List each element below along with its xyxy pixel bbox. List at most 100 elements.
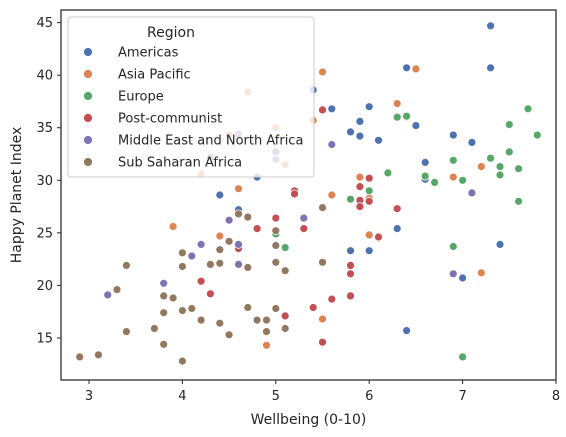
point-series-0-0: [486, 21, 496, 31]
point-series-5-17: [159, 291, 169, 301]
legend-items: Americas Asia Pacific Europe Post-communist…: [83, 46, 303, 171]
legend-title: Region: [147, 25, 195, 41]
point-series-4-6: [299, 213, 309, 223]
point-series-0-22: [346, 246, 355, 256]
point-series-5-29: [280, 324, 290, 333]
point-series-0-8: [411, 121, 421, 130]
point-series-0-13: [467, 137, 477, 147]
point-series-5-32: [224, 330, 234, 340]
point-series-1-1: [411, 64, 421, 74]
point-series-0-11: [355, 131, 365, 141]
point-series-5-6: [177, 248, 187, 258]
point-series-3-4: [290, 189, 299, 199]
legend-label-5: Sub Saharan Africa: [118, 156, 242, 171]
x-tick-label: 3: [85, 389, 93, 404]
point-series-5-13: [177, 262, 187, 271]
y-tick-label: 35: [36, 121, 53, 136]
point-series-5-5: [271, 241, 281, 250]
point-series-2-7: [448, 155, 458, 165]
legend-marker-0: [83, 47, 93, 57]
point-series-0-20: [392, 224, 402, 234]
y-axis-label: Happy Planet Index: [9, 127, 25, 264]
point-series-5-14: [243, 263, 253, 272]
point-series-5-27: [215, 318, 225, 328]
point-series-1-14: [327, 190, 337, 200]
point-series-0-1: [486, 63, 496, 73]
y-tick-label: 25: [36, 226, 53, 241]
point-series-3-21: [280, 311, 290, 321]
point-series-5-11: [318, 257, 327, 267]
point-series-3-15: [346, 269, 355, 279]
legend-box: [67, 16, 315, 178]
legend-marker-2: [83, 91, 93, 101]
point-series-2-14: [430, 177, 440, 187]
point-series-0-10: [448, 130, 458, 140]
point-series-5-20: [177, 306, 187, 316]
point-series-0-5: [327, 104, 337, 114]
point-series-3-7: [355, 202, 365, 212]
x-tick-label: 8: [552, 389, 560, 404]
point-series-1-21: [318, 314, 327, 324]
point-series-5-30: [122, 327, 131, 337]
point-series-5-4: [224, 236, 234, 246]
point-series-4-9: [187, 251, 197, 261]
point-series-5-22: [243, 303, 253, 312]
point-series-5-9: [215, 258, 225, 268]
point-series-1-3: [392, 99, 402, 108]
point-series-5-1: [234, 209, 243, 219]
point-series-3-17: [205, 289, 215, 299]
point-series-5-24: [196, 315, 206, 325]
legend: Region Americas Asia Pacific Europe Post-co…: [67, 16, 315, 178]
point-series-5-19: [187, 304, 197, 313]
point-series-2-20: [448, 242, 458, 251]
x-tick-label: 7: [458, 389, 466, 404]
point-series-1-0: [318, 67, 327, 77]
y-tick-label: 20: [36, 279, 53, 294]
point-series-2-1: [402, 111, 412, 121]
point-series-5-18: [168, 293, 178, 303]
point-series-5-10: [205, 259, 215, 269]
point-series-1-13: [234, 184, 243, 194]
point-series-5-16: [112, 285, 122, 295]
point-series-3-11: [299, 224, 309, 234]
point-series-4-12: [159, 278, 169, 288]
point-series-3-1: [364, 173, 374, 183]
point-series-0-25: [402, 326, 412, 336]
point-series-2-3: [532, 130, 542, 140]
legend-marker-1: [83, 69, 93, 79]
point-series-5-33: [159, 339, 169, 349]
point-series-1-16: [168, 222, 178, 231]
point-series-0-23: [364, 246, 374, 256]
point-series-5-26: [262, 315, 271, 325]
legend-marker-5: [83, 157, 93, 167]
point-series-2-17: [514, 196, 523, 206]
x-tick-label: 5: [272, 389, 280, 404]
point-series-5-34: [94, 350, 103, 360]
point-series-2-15: [364, 186, 374, 196]
point-series-2-2: [392, 112, 402, 122]
data-points: [75, 21, 542, 366]
point-series-5-21: [159, 308, 169, 318]
point-series-0-24: [458, 273, 468, 283]
point-series-3-5: [364, 196, 374, 206]
point-series-0-21: [495, 239, 505, 249]
point-series-3-12: [374, 232, 383, 242]
point-series-3-8: [392, 204, 402, 214]
point-series-2-21: [458, 352, 468, 362]
point-series-5-7: [215, 245, 225, 255]
point-series-3-2: [355, 182, 365, 192]
point-series-1-10: [476, 162, 486, 172]
point-series-5-2: [243, 212, 253, 222]
point-series-0-4: [364, 102, 374, 112]
point-series-2-12: [420, 171, 430, 181]
point-series-2-19: [280, 243, 290, 253]
y-axis-ticks: 15 20 25 30 35 40 45: [36, 16, 61, 346]
x-axis-label: Wellbeing (0-10): [251, 412, 367, 428]
point-series-1-11: [448, 172, 458, 182]
point-series-4-13: [103, 290, 113, 300]
point-series-2-6: [486, 153, 496, 163]
point-series-1-17: [215, 231, 225, 241]
point-series-3-10: [252, 224, 262, 234]
point-series-5-15: [280, 266, 290, 276]
